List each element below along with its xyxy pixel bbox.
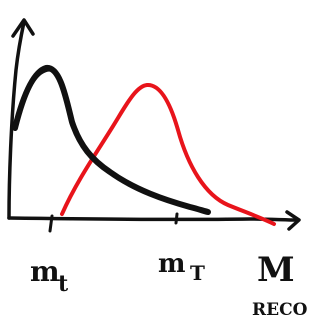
tick-m-T xyxy=(174,212,179,225)
label-M-reco-subscript: RECO xyxy=(252,300,308,320)
label-M-reco: M RECO xyxy=(252,250,308,320)
black-curve-stroke-double xyxy=(17,68,202,211)
black-curve xyxy=(12,65,211,215)
y-axis xyxy=(7,18,35,220)
label-m-T-main: m xyxy=(158,249,186,279)
y-axis-line xyxy=(7,20,26,220)
tick-m-t xyxy=(48,214,54,233)
red-curve xyxy=(60,83,276,226)
label-m-T-subscript: T xyxy=(190,261,205,285)
label-m-t: m t xyxy=(30,255,69,297)
x-axis-arrowhead xyxy=(285,210,301,231)
label-m-t-main: m xyxy=(30,255,60,288)
y-axis-arrowhead xyxy=(11,18,35,38)
x-axis xyxy=(7,210,301,233)
x-axis-line xyxy=(7,216,300,222)
label-m-T: m T xyxy=(158,249,205,285)
label-M-reco-main: M xyxy=(257,250,295,290)
label-m-t-subscript: t xyxy=(58,271,69,297)
